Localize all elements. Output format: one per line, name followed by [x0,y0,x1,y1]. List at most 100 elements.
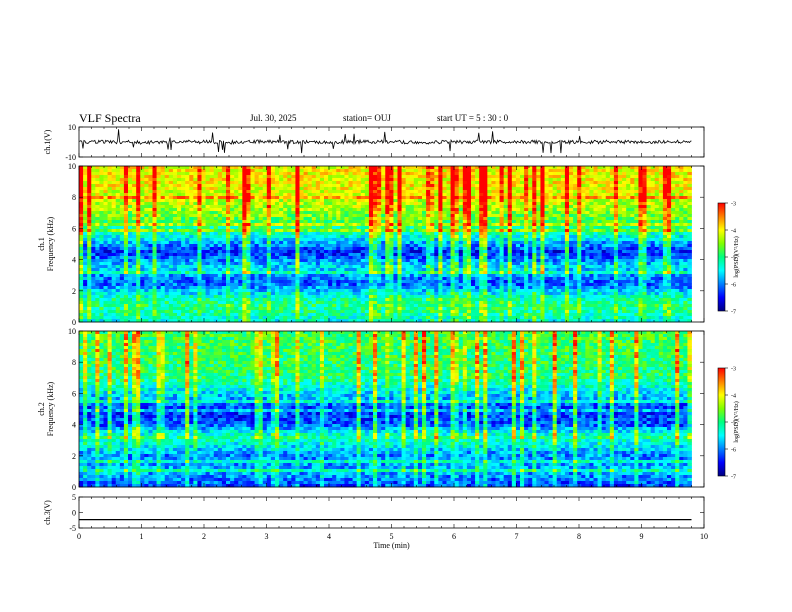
spectrogram-cell [671,262,676,266]
spectrogram-cell [618,211,623,215]
spectrogram-cell [544,175,549,179]
spectrogram-cell [303,175,309,179]
spectrogram-cell [495,232,500,236]
spectrogram-cell [181,220,186,224]
spectrogram-cell [107,166,113,170]
spectrogram-cell [246,256,251,260]
spectrogram-cell [91,241,96,245]
spectrogram-cell [601,235,607,239]
spectrogram-cell [291,244,296,248]
spectrogram-cell [132,256,137,260]
spectrogram-cell [544,250,549,254]
spectrogram-cell [381,175,386,179]
spectrogram-cell [434,220,439,224]
spectrogram-cell [299,253,304,257]
spectrogram-cell [679,259,684,263]
spectrogram-cell [79,184,84,188]
spectrogram-cell [503,244,509,248]
spectrogram-cell [319,196,325,200]
spectrogram-cell [487,166,492,170]
spectrogram-cell [560,175,566,179]
spectrogram-cell [667,202,672,206]
spectrogram-cell [613,232,619,236]
spectrogram-cell [144,193,149,197]
spectrogram-cell [291,259,296,263]
spectrogram-cell [683,214,688,218]
spectrogram-cell [475,244,480,248]
spectrogram-cell [299,235,304,239]
spectrogram-cell [650,262,656,266]
spectrogram-cell [577,166,582,170]
spectrogram-cell [536,250,541,254]
spectrogram-cell [675,187,680,191]
spectrogram-cell [201,169,206,173]
spectrogram-cell [209,178,215,182]
spectrogram-cell [675,220,680,224]
spectrogram-cell [458,226,464,230]
spectrogram-cell [503,193,509,197]
spectrogram-cell [491,223,496,227]
spectrogram-cell [148,223,153,227]
spectrogram-cell [634,202,639,206]
spectrogram-cell [589,247,594,251]
spectrogram-cell [156,250,162,254]
spectrogram-cell [95,211,100,215]
spectrogram-cell [332,229,337,233]
spectrogram-cell [634,262,639,266]
spectrogram-cell [377,259,382,263]
spectrogram-cell [552,169,558,173]
spectrogram-cell [667,232,672,236]
spectrogram-cell [299,166,304,170]
spectrogram-cell [99,166,104,170]
spectrogram-cell [201,193,206,197]
spectrogram-cell [540,205,545,209]
spectrogram-cell [168,265,174,269]
spectrogram-cell [83,262,88,266]
spectrogram-cell [275,193,280,197]
spectrogram-cell [544,169,549,173]
spectrogram-cell [520,253,525,257]
spectrogram-cell [654,223,660,227]
spectrogram-cell [287,259,292,263]
spectrogram-cell [373,205,378,209]
spectrogram-cell [524,178,529,182]
spectrogram-cell [585,175,590,179]
spectrogram-cell [307,238,313,242]
spectrogram-cell [307,241,313,245]
spectrogram-cell [581,172,586,176]
spectrogram-cell [401,262,407,266]
spectrogram-cell [385,253,390,257]
spectrogram-cell [630,199,635,203]
spectrogram-cell [107,232,113,236]
spectrogram-cell [332,178,337,182]
spectrogram-cell [442,229,447,233]
spectrogram-cell [483,253,488,257]
spectrogram-cell [426,202,431,206]
spectrogram-cell [524,253,529,257]
spectrogram-cell [601,205,607,209]
spectrogram-cell [503,259,509,263]
spectrogram-cell [250,259,255,263]
spectrogram-cell [560,232,566,236]
spectrogram-cell [95,265,100,269]
spectrogram-cell [291,181,296,185]
spectrogram-cell [148,202,153,206]
spectrogram-cell [605,178,611,182]
spectrogram-cell [654,244,660,248]
spectrogram-cell [152,205,157,209]
spectrogram-cell [499,196,505,200]
spectrogram-cell [336,223,341,227]
spectrogram-cell [556,244,562,248]
spectrogram-cell [87,232,92,236]
spectrogram-cell [213,262,219,266]
spectrogram-cell [618,223,623,227]
spectrogram-cell [511,208,517,212]
spectrogram-cell [164,229,170,233]
spectrogram-cell [593,166,598,170]
spectrogram-cell [336,256,341,260]
spectrogram-cell [172,190,178,194]
spectrogram-cell [483,220,488,224]
spectrogram-cell [540,217,545,221]
spectrogram-cell [585,205,590,209]
spectrogram-cell [303,229,309,233]
